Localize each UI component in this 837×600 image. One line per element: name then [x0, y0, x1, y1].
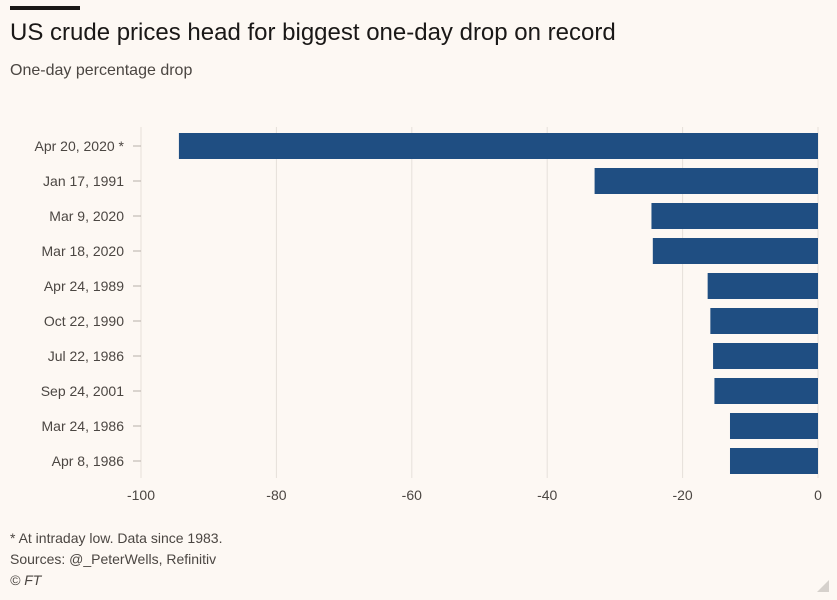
y-tick-label: Mar 9, 2020: [49, 208, 124, 224]
x-tick-label: -80: [266, 487, 286, 503]
x-tick-label: -100: [127, 487, 155, 503]
y-tick-label: Mar 18, 2020: [42, 243, 125, 259]
y-tick-label: Apr 20, 2020 *: [34, 138, 124, 154]
bar: [594, 168, 818, 194]
bar: [729, 413, 818, 439]
x-tick-label: -20: [672, 487, 692, 503]
y-tick-label: Apr 24, 1989: [44, 278, 124, 294]
x-tick-label: 0: [814, 487, 822, 503]
sources-note: Sources: @_PeterWells, Refinitiv: [10, 551, 217, 567]
y-tick-label: Jul 22, 1986: [48, 348, 124, 364]
bar: [652, 238, 818, 264]
bar: [713, 343, 818, 369]
bar: [710, 308, 818, 334]
title-accent-bar: [10, 6, 80, 10]
chart-subtitle: One-day percentage drop: [10, 62, 193, 79]
bar: [651, 203, 818, 229]
footnote: * At intraday low. Data since 1983.: [10, 530, 223, 546]
y-tick-label: Jan 17, 1991: [43, 173, 124, 189]
ft-credit: © FT: [10, 572, 42, 588]
bar: [178, 133, 819, 159]
y-tick-label: Apr 8, 1986: [52, 453, 125, 469]
bar: [714, 378, 818, 404]
chart-title: US crude prices head for biggest one-day…: [10, 19, 616, 46]
bar: [729, 448, 818, 474]
y-tick-label: Oct 22, 1990: [44, 313, 124, 329]
x-tick-label: -60: [402, 487, 422, 503]
y-tick-label: Sep 24, 2001: [41, 383, 125, 399]
bar: [707, 273, 818, 299]
y-tick-label: Mar 24, 1986: [42, 418, 125, 434]
x-tick-label: -40: [537, 487, 557, 503]
resize-handle-icon[interactable]: [817, 580, 829, 592]
